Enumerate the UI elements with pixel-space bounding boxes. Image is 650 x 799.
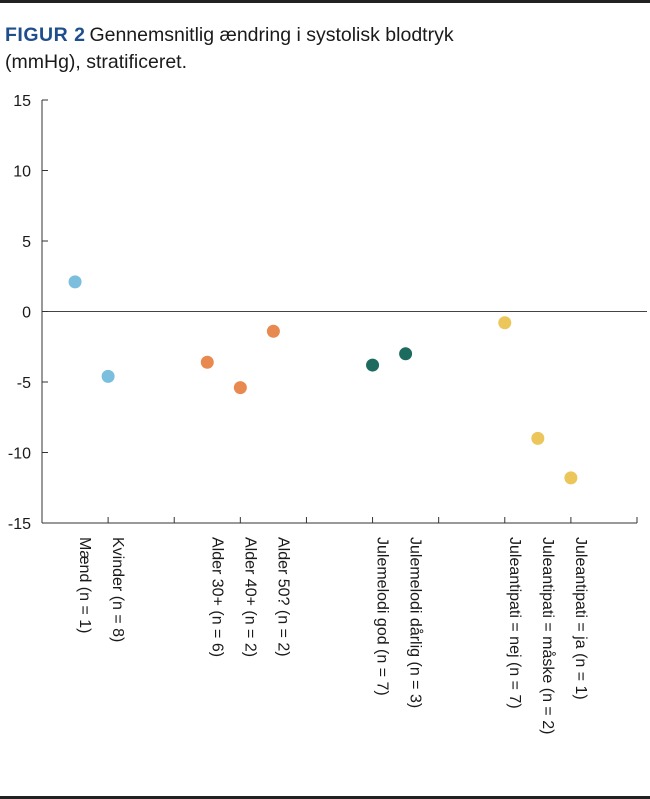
category-label: Julemelodi god (n = 7) xyxy=(374,537,391,696)
category-label: Alder 30+ (n = 6) xyxy=(208,537,225,657)
y-tick-label: 15 xyxy=(13,93,31,110)
y-tick-label: 10 xyxy=(13,164,31,181)
category-label: Julemelodi dårlig (n = 3) xyxy=(407,537,425,708)
data-point xyxy=(233,381,247,395)
bottom-rule xyxy=(0,796,650,799)
data-point xyxy=(200,355,214,369)
y-tick-label: 5 xyxy=(22,234,31,251)
category-label: Alder 40+ (n = 2) xyxy=(241,537,258,657)
category-label: Juleantipati = måske (n = 2) xyxy=(539,537,557,734)
category-label: Juleantipati = ja (n = 1) xyxy=(572,537,589,700)
top-rule xyxy=(0,0,650,3)
data-point xyxy=(531,431,545,445)
category-label: Alder 50? (n = 2) xyxy=(274,537,291,657)
data-point xyxy=(101,369,115,383)
data-point xyxy=(399,347,413,361)
figure-title: FIGUR 2 Gennemsnitlig ændring i systolisk… xyxy=(5,22,485,76)
figure-caption: Gennemsnitlig ændring i systolisk blodtr… xyxy=(5,24,454,73)
figure-label: FIGUR 2 xyxy=(5,24,86,46)
category-label: Juleantipati = nej (n = 7) xyxy=(506,537,523,709)
data-point xyxy=(498,316,512,330)
category-label: Mænd (n = 1) xyxy=(76,537,93,633)
data-point xyxy=(68,275,82,289)
data-point xyxy=(266,324,280,338)
data-point xyxy=(564,471,578,485)
y-tick-label: -5 xyxy=(17,375,31,392)
y-tick-label: -10 xyxy=(8,446,31,463)
y-tick-label: 0 xyxy=(22,305,31,322)
data-point xyxy=(366,358,380,372)
y-tick-label: -15 xyxy=(8,516,31,533)
category-label: Kvinder (n = 8) xyxy=(109,537,126,642)
